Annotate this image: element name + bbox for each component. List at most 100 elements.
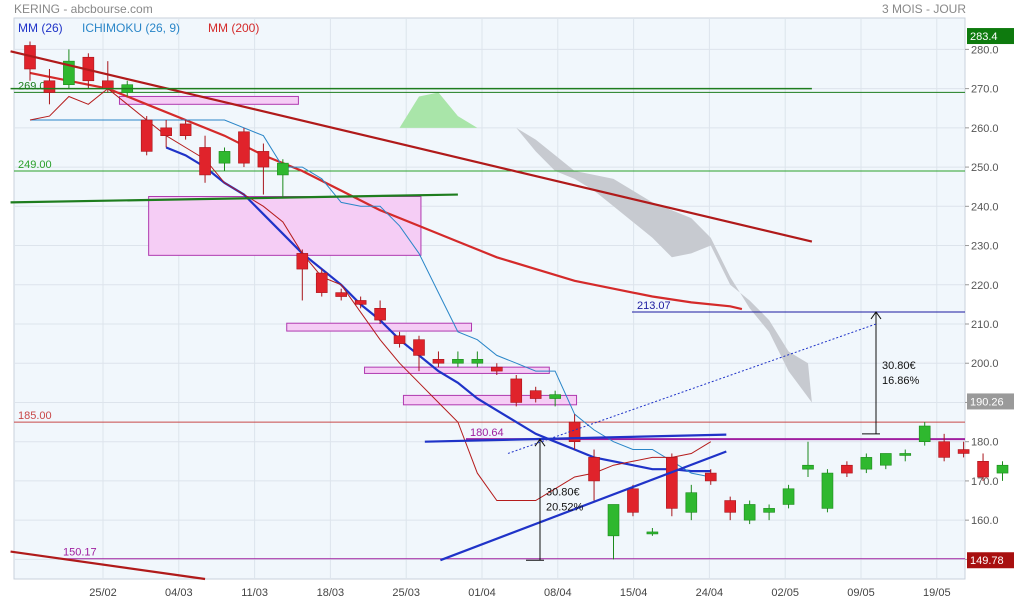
x-tick-label: 11/03 (241, 587, 268, 599)
zone-box-0 (118, 95, 299, 105)
trendline-1 (10, 193, 458, 204)
y-tick-label: 210.0 (971, 319, 999, 331)
plot-area (13, 17, 966, 580)
y-tick-label: 240.0 (971, 201, 999, 213)
x-tick-label: 02/05 (771, 587, 799, 599)
candle-body (63, 60, 75, 85)
measure-text-1: 30.80€ (882, 360, 916, 372)
candle-body (315, 272, 328, 293)
candle-body (160, 127, 172, 136)
candle-body (802, 464, 814, 470)
candle-body (724, 500, 737, 513)
candle-body (257, 151, 270, 168)
measure-text-1: 16.86% (882, 375, 920, 387)
price-badge-label: 149.78 (970, 555, 1004, 567)
legend-item-1: ICHIMOKU (26, 9) (82, 21, 180, 35)
y-tick-label: 270.0 (971, 84, 999, 96)
x-tick-label: 18/03 (317, 587, 345, 599)
y-tick-label: 200.0 (971, 358, 999, 370)
candle-body (588, 457, 600, 482)
candle-body (685, 492, 698, 513)
axes: 150.0160.0170.0180.0190.0200.0210.0220.0… (89, 28, 1014, 599)
x-tick-label: 04/03 (165, 587, 193, 599)
x-tick-label: 08/04 (544, 587, 572, 599)
candle-body (140, 119, 153, 152)
candle-body (938, 441, 950, 458)
annotations: 30.80€ 20.52% 30.80€ 16.86% (507, 311, 920, 561)
legend-item-2: MM (200) (208, 21, 259, 35)
cloud-area-0 (399, 92, 497, 128)
candle-body (277, 162, 289, 176)
y-tick-label: 170.0 (971, 476, 999, 488)
series-mm-26- (165, 146, 711, 473)
candle-body (627, 488, 639, 513)
trendline-3 (424, 433, 727, 443)
candle-body (432, 359, 445, 364)
price-badge-label: 190.26 (970, 396, 1004, 408)
candle-body (646, 531, 659, 535)
x-tick-label: 25/02 (89, 587, 117, 599)
candle-body (782, 488, 795, 505)
candle-body (218, 151, 231, 164)
candle-body (957, 449, 970, 454)
candle-body (102, 80, 114, 89)
level-label-185.00: 185.00 (18, 410, 52, 422)
candle-body (43, 80, 56, 93)
candle-body (393, 335, 406, 344)
y-tick-label: 260.0 (971, 123, 999, 135)
measure-text-0: 20.52% (546, 502, 584, 514)
ichimoku-cloud (399, 92, 812, 403)
candle-body (977, 461, 989, 478)
candle-body (471, 359, 484, 364)
candle-body (452, 359, 464, 364)
candle-body (179, 123, 192, 136)
candle-body (238, 131, 250, 164)
candle-body (743, 504, 756, 521)
x-tick-label: 24/04 (696, 587, 724, 599)
trendline-0 (10, 50, 813, 243)
y-tick-label: 160.0 (971, 515, 999, 527)
series-mm-200- (29, 71, 743, 311)
projection-line (507, 323, 877, 454)
candle-body (490, 366, 503, 372)
legend-item-0: MM (26) (18, 21, 63, 35)
x-tick-label: 15/04 (620, 587, 648, 599)
zone-box-3 (364, 366, 550, 374)
candle-body (413, 339, 425, 356)
series-kijun (30, 119, 711, 478)
x-tick-label: 25/03 (392, 587, 420, 599)
level-label-249.00: 249.00 (18, 159, 52, 171)
level-label-180.64: 180.64 (470, 427, 504, 439)
legend: MM (26) ICHIMOKU (26, 9) MM (200) (18, 21, 259, 35)
y-tick-label: 230.0 (971, 241, 999, 253)
candle-body (704, 472, 717, 482)
candle-body (860, 457, 873, 470)
candle-body (510, 378, 523, 403)
x-tick-label: 09/05 (847, 587, 875, 599)
candle-body (335, 292, 348, 297)
price-badge-label: 283.4 (970, 31, 998, 43)
candle-body (296, 253, 309, 270)
candle-body (996, 464, 1009, 474)
candle-body (918, 425, 931, 442)
measure-arrowhead-0 (534, 438, 546, 447)
period-label: 3 MOIS - JOUR (881, 2, 966, 16)
candle-body (899, 453, 912, 456)
candle-body (607, 504, 620, 537)
candle-body (879, 453, 892, 466)
chart-title: KERING - abcbourse.com (14, 2, 153, 16)
candle-body (821, 472, 834, 509)
price-badge (967, 393, 1014, 410)
candles (24, 41, 1009, 560)
y-tick-label: 280.0 (971, 44, 999, 56)
candle-body (374, 308, 386, 321)
zone-box-2 (286, 322, 473, 332)
level-label-213.07: 213.07 (637, 300, 671, 312)
x-tick-label: 19/05 (923, 587, 951, 599)
trendlines (10, 50, 813, 581)
level-label-150.17: 150.17 (63, 547, 97, 559)
candle-body (549, 394, 561, 399)
candle-body (354, 300, 367, 305)
trendline-4 (440, 450, 727, 562)
